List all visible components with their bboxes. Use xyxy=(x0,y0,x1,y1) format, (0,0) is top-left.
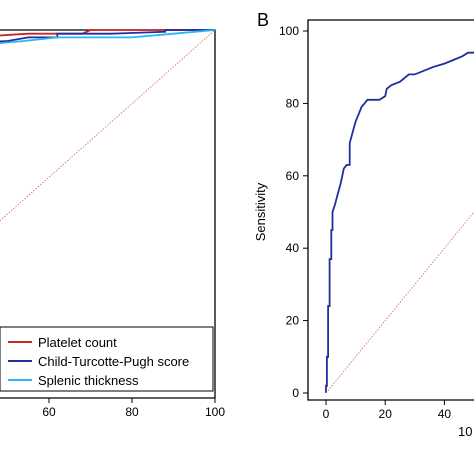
panel-b-frame xyxy=(307,19,474,401)
legend-label: Splenic thickness xyxy=(38,373,139,388)
panel-b-label: B xyxy=(257,10,269,30)
series-line-splenic-thickness xyxy=(0,29,216,45)
panel-b-x-tick-label: 20 xyxy=(379,407,393,421)
panel-a-legend: Platelet count Child-Turcotte-Pugh score S… xyxy=(0,326,214,392)
panel-b-y-axis-label: Sensitivity xyxy=(253,182,268,241)
legend-label: Platelet count xyxy=(38,335,117,350)
panel-b-roc-curve xyxy=(325,51,474,393)
reference-diagonal-line xyxy=(0,29,216,222)
panel-b-x-tick-label: 40 xyxy=(438,407,452,421)
panel-b-x-tick-label: 0 xyxy=(323,407,330,421)
panel-b-y-tick-label: 20 xyxy=(286,314,300,328)
series-line-platelet-count xyxy=(0,29,215,37)
panel-b-y-tick-label: 60 xyxy=(286,169,300,183)
panel-a-x-tick-label: 80 xyxy=(125,405,139,419)
panel-b: B 0 20 40 60 80 100 0 20 40 Sensitivity 10 xyxy=(253,10,474,439)
panel-b-x-axis-label: 10 xyxy=(458,424,472,439)
panel-a: 406080100100-SpecificityPlatelet countCh… xyxy=(0,29,225,419)
legend-box xyxy=(0,326,214,392)
panel-b-y-tick-label: 100 xyxy=(279,24,299,38)
legend-label: Child-Turcotte-Pugh score xyxy=(38,354,189,369)
panel-b-y-tick-label: 80 xyxy=(286,96,300,110)
panel-a-x-tick-label: 60 xyxy=(42,405,56,419)
panel-b-reference-diagonal-line xyxy=(325,211,474,394)
series-line-child-turcotte-pugh-score xyxy=(0,29,215,43)
panel-b-y-tick-label: 0 xyxy=(292,386,299,400)
panel-a-x-tick-label: 100 xyxy=(205,405,225,419)
panel-b-y-tick-label: 40 xyxy=(286,241,300,255)
